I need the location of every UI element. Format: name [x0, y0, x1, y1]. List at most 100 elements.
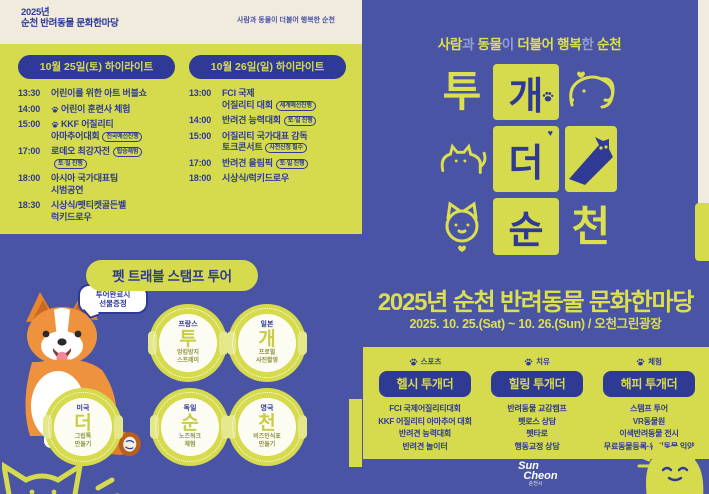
schedule-text-line: 시범공연: [51, 184, 84, 195]
program-item: KKF 어질리티 아마추어 대회: [378, 416, 472, 426]
schedule-item: 18:00 아시아 국가대표팀 시범공연: [18, 173, 175, 196]
schedule-text-line: 아시아 국가대표팀: [51, 173, 118, 183]
program-category-label: 치유: [536, 357, 550, 366]
poster-title-small: 2025년 순천 반려동물 문화한마당: [21, 7, 119, 29]
schedule-time: 18:30: [18, 200, 41, 210]
day2-schedule-list: 13:00 FCI 국제 어질리티 대회 세계예선진행 14:00 반려견 능력대회 토·일…: [189, 88, 346, 185]
logo-cell: 개: [493, 64, 559, 120]
logo-letter-sun: 순: [508, 210, 544, 252]
schedule-badge: 토·일 진행: [283, 116, 317, 126]
schedule-item: 13:00 FCI 국제 어질리티 대회 세계예선진행: [189, 88, 346, 111]
stamp-tour-title: 펫 트래블 스탬프 투어: [86, 260, 258, 291]
schedule-day-2: 10월 26일(일) 하이라이트 13:00 FCI 국제 어질리티 대회 세계예선진…: [189, 55, 346, 234]
stamp-country: 일본: [260, 321, 274, 328]
program-item: 펫타로: [526, 429, 548, 438]
cat-lying-icon: [440, 143, 487, 174]
bubble-line1: 투어완료시: [95, 290, 131, 299]
program-column: 스포츠 헬시 투개더 FCI 국제어질리티대회 KKF 어질리티 아마추어 대회 반려견…: [371, 356, 479, 459]
schedule-time: 13:30: [18, 88, 41, 98]
schedule-badge: 토·일 진행: [54, 158, 87, 169]
cat-stretch-icon: [569, 137, 613, 185]
event-date-venue: 2025. 10. 25.(Sat) ~ 10. 26.(Sun) / 오천그린…: [409, 317, 662, 331]
program-item: VR동물원: [632, 416, 666, 426]
schedule-item: 17:00 반려견 올림픽 토·일 진행: [189, 158, 346, 170]
schedule-badge: 사전신청 필수: [265, 143, 307, 153]
schedule-text: 어린이 훈련사 체험: [51, 104, 175, 116]
stamp-syllable: 순: [181, 413, 199, 434]
stamp-activity: 비즈인식표: [253, 434, 281, 440]
schedule-item: 17:00 로데오 최강자전 탑승체험토·일 진행: [18, 146, 175, 169]
program-item: 스탬프 투어: [630, 404, 668, 413]
stamp-country: 미국: [76, 405, 90, 412]
schedule-text-line: 로데오 최강자전 탑승체험토·일 진행: [51, 146, 175, 169]
schedule-time: 14:00: [189, 115, 212, 125]
program-title-pill: 헬시 투개더: [379, 371, 471, 397]
program-panel: 스포츠 헬시 투개더 FCI 국제어질리티대회 KKF 어질리티 아마추어 대회 반려견…: [363, 347, 709, 459]
stamp-미국: 미국 더 그립톡 만들기: [43, 388, 123, 466]
stamp-syllable: 천: [258, 413, 276, 434]
stamp-activity: 체험: [184, 442, 196, 448]
tagline-segment: 순천: [597, 37, 622, 52]
stamp-inner: 일본 개 프로필 사진촬영: [238, 314, 296, 372]
day1-header-pill: 10월 25일(토) 하이라이트: [18, 55, 175, 79]
schedule-text: FCI 국제 어질리티 대회 세계예선진행: [222, 88, 346, 111]
schedule-text-line: 시상식/펫티켓골든벨: [51, 200, 127, 210]
schedule-time: 17:00: [18, 146, 41, 156]
stamp-activity: 만들기: [74, 442, 92, 448]
cat-bottom-left-icon: [2, 460, 120, 494]
suncheon-logo-line2: Cheon: [523, 470, 558, 482]
poster-title-line1: 2025년: [21, 7, 50, 18]
logo-letter-gae: 개: [508, 75, 544, 118]
schedule-item: 14:00 반려견 능력대회 토·일 진행: [189, 115, 346, 127]
top-strip: 2025년 순천 반려동물 문화한마당 사람과 동물이 더불어 행복한 순천: [0, 0, 362, 44]
program-item: 반려견 능력대회: [398, 429, 452, 438]
logo-cell: 투: [437, 64, 487, 120]
stamp-country: 프랑스: [178, 321, 198, 328]
stamp-activity: 엉킴방지: [176, 350, 200, 356]
stamp-country: 영국: [260, 405, 274, 412]
schedule-text-line: 시상식/럭키드로우: [222, 173, 289, 183]
stamp-activity: 만들기: [258, 442, 276, 448]
schedule-item: 14:00 어린이 훈련사 체험: [18, 104, 175, 116]
schedule-text: 반려견 능력대회 토·일 진행: [222, 115, 346, 127]
stamp-일본: 일본 개 프로필 사진촬영: [227, 304, 307, 382]
program-category: 스포츠: [371, 356, 479, 367]
program-item: 반려견 놀이터: [402, 441, 448, 451]
schedule-item: 15:00 KKF 어질리티 아마추어대회 전국예선진행: [18, 119, 175, 142]
stamp-country: 독일: [183, 405, 197, 412]
stamp-syllable: 투: [179, 329, 197, 350]
schedule-text-line: 어질리티 대회 세계예선진행: [222, 100, 346, 112]
tagline-segment: 이: [501, 37, 518, 52]
day2-header-pill: 10월 26일(일) 하이라이트: [189, 55, 346, 79]
tagline-segment: 사람: [437, 37, 463, 52]
suncheon-logo-sub: 순천시: [528, 481, 543, 487]
stamp-activity: 노즈워크: [178, 434, 202, 440]
schedule-time: 15:00: [18, 119, 41, 129]
schedule-text-line: 반려견 능력대회 토·일 진행: [222, 115, 346, 127]
schedule-text: 어린이를 위한 아트 버블쇼: [51, 88, 175, 100]
paw-icon: [542, 91, 554, 102]
logo-cell: [565, 126, 617, 192]
cat-bottom-right-icon: [637, 438, 704, 494]
right-edge-strip: [698, 0, 709, 203]
schedule-text: 반려견 올림픽 토·일 진행: [222, 158, 346, 170]
schedule-item: 13:30 어린이를 위한 아트 버블쇼: [18, 88, 175, 100]
paw-icon: [409, 358, 418, 366]
tagline-segment: 동물: [477, 37, 503, 52]
logo-letter-deo: 더: [508, 142, 544, 185]
schedule-day-1: 10월 25일(토) 하이라이트 13:30 어린이를 위한 아트 버블쇼 14:0…: [18, 55, 175, 234]
tagline-segment: 더불어 행복: [517, 37, 582, 52]
schedule-badge: 전국예선진행: [102, 131, 143, 142]
paw-icon: [51, 106, 59, 113]
suncheon-logo-line1: Sun: [518, 460, 539, 472]
stamp-activity: 스프레이: [176, 358, 200, 364]
stamp-syllable: 개: [258, 329, 276, 350]
logo-letter-tu: 투: [442, 68, 482, 115]
program-item: 무료동물등록·유기동물 입양: [603, 441, 695, 451]
program-item: 반려동물 교감캠프: [507, 404, 567, 413]
program-title-pill: 힐링 투개더: [491, 371, 583, 397]
